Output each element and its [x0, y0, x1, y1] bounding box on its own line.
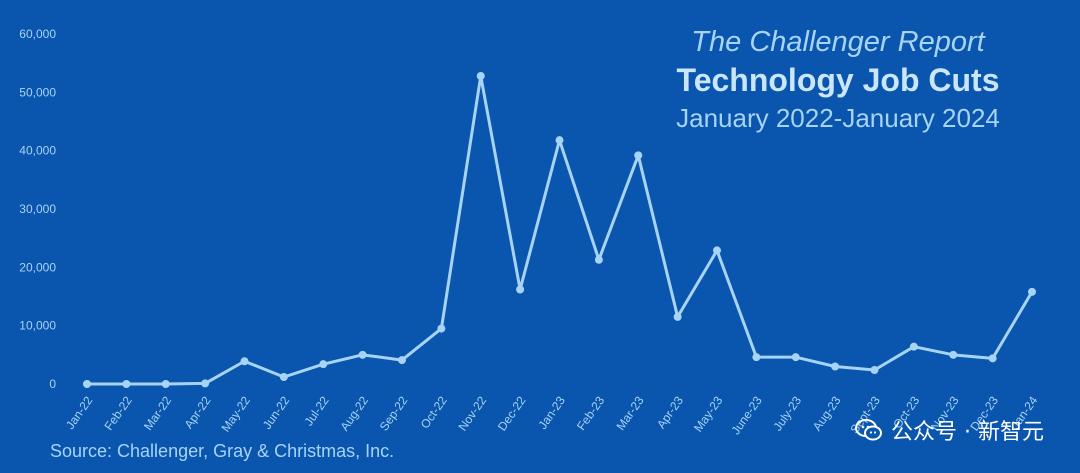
- x-tick-label: Sep-22: [377, 393, 411, 433]
- data-point: [791, 353, 800, 362]
- y-tick-label: 60,000: [19, 27, 56, 41]
- data-point: [201, 379, 210, 388]
- x-tick-label: Feb-22: [102, 393, 135, 432]
- data-point: [949, 350, 958, 359]
- y-tick-label: 30,000: [19, 202, 56, 216]
- y-tick-label: 0: [49, 377, 56, 391]
- data-point: [122, 380, 131, 388]
- data-point: [358, 350, 367, 359]
- wechat-icon: [855, 418, 883, 442]
- data-point: [161, 380, 170, 388]
- data-point: [279, 373, 288, 381]
- data-point: [752, 353, 761, 362]
- data-point: [516, 285, 525, 294]
- data-point: [319, 360, 328, 369]
- data-point: [437, 324, 446, 333]
- source-note: Source: Challenger, Gray & Christmas, In…: [50, 441, 395, 461]
- watermark: 公众号 · 新智元: [855, 414, 1044, 446]
- x-tick-label: June-23: [728, 393, 765, 437]
- data-point: [634, 151, 643, 160]
- x-tick-label: July-23: [771, 393, 805, 433]
- data-point: [476, 72, 485, 80]
- data-point: [1028, 287, 1036, 296]
- x-tick-label: Mar-22: [141, 393, 174, 432]
- data-point: [398, 356, 406, 365]
- series-layer: [83, 72, 1036, 388]
- x-tick-label: Aug-23: [810, 393, 844, 433]
- data-point: [988, 354, 997, 363]
- chart-title: Technology Job Cuts: [676, 62, 1000, 98]
- data-point: [713, 246, 721, 255]
- data-point: [831, 362, 840, 371]
- x-tick-label: Dec-22: [495, 393, 529, 433]
- y-axis: 0 10,000 20,000 30,000 40,000 50,000 60,000: [19, 27, 56, 391]
- x-tick-label: May-22: [219, 393, 254, 434]
- report-subtitle: The Challenger Report: [691, 26, 985, 58]
- x-tick-label: Nov-22: [456, 393, 490, 433]
- chart-period: January 2022-January 2024: [676, 103, 1000, 133]
- watermark-text: 公众号 · 新智元: [891, 420, 1044, 445]
- y-tick-label: 40,000: [19, 144, 56, 158]
- x-tick-label: Jan-22: [63, 393, 96, 431]
- x-tick-label: Feb-23: [574, 393, 607, 432]
- x-tick-label: Mar-23: [613, 393, 646, 432]
- x-tick-label: Apr-23: [654, 393, 686, 431]
- y-tick-label: 10,000: [19, 319, 56, 333]
- x-tick-label: May-23: [691, 393, 726, 434]
- data-point: [240, 357, 249, 366]
- x-tick-label: Apr-22: [181, 393, 213, 431]
- data-point: [870, 366, 879, 374]
- data-point: [673, 312, 682, 321]
- x-tick-label: Jul-22: [301, 393, 331, 428]
- x-tick-label: Jan-23: [535, 393, 568, 431]
- y-tick-label: 20,000: [19, 260, 56, 274]
- x-tick-label: Jun-22: [260, 393, 293, 431]
- x-tick-label: Aug-22: [337, 393, 371, 433]
- data-point: [555, 136, 564, 145]
- data-point: [909, 342, 918, 351]
- data-point: [594, 255, 603, 264]
- title-block: The Challenger Report Technology Job Cut…: [628, 24, 1048, 136]
- data-point: [83, 380, 91, 388]
- x-tick-label: Oct-22: [418, 393, 450, 431]
- y-tick-label: 50,000: [19, 85, 56, 99]
